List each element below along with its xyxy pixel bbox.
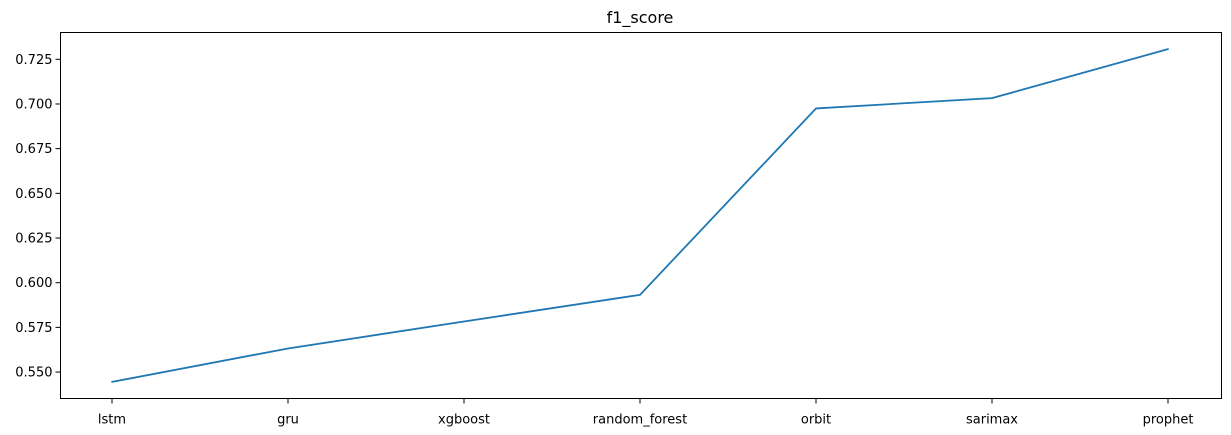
series-group bbox=[111, 48, 1169, 383]
y-tick-label: 0.600 bbox=[15, 276, 52, 291]
plot-frame bbox=[60, 32, 1222, 399]
x-tick-label: prophet bbox=[1143, 413, 1194, 428]
chart-title: f1_score bbox=[607, 8, 674, 28]
y-tick-label: 0.675 bbox=[15, 142, 52, 157]
x-axis-ticks: lstm gru xgboost random_forest orbit sarimax p… bbox=[98, 398, 1194, 428]
x-tick-label: lstm bbox=[98, 413, 126, 428]
series-line bbox=[111, 48, 1169, 383]
y-tick-label: 0.725 bbox=[15, 53, 52, 68]
x-tick-label: xgboost bbox=[438, 413, 490, 428]
y-axis-ticks: 0.550 0.575 0.600 0.625 0.650 0.675 0.700 0.725 bbox=[15, 53, 61, 381]
y-tick-label: 0.625 bbox=[15, 232, 52, 247]
x-tick-label: gru bbox=[277, 413, 299, 428]
x-tick-label: orbit bbox=[801, 413, 831, 428]
y-tick-label: 0.700 bbox=[15, 97, 52, 112]
y-tick-label: 0.575 bbox=[15, 321, 52, 336]
x-tick-label: sarimax bbox=[966, 413, 1018, 428]
y-tick-label: 0.650 bbox=[15, 187, 52, 202]
x-tick-label: random_forest bbox=[593, 413, 687, 428]
y-tick-label: 0.550 bbox=[15, 366, 52, 381]
